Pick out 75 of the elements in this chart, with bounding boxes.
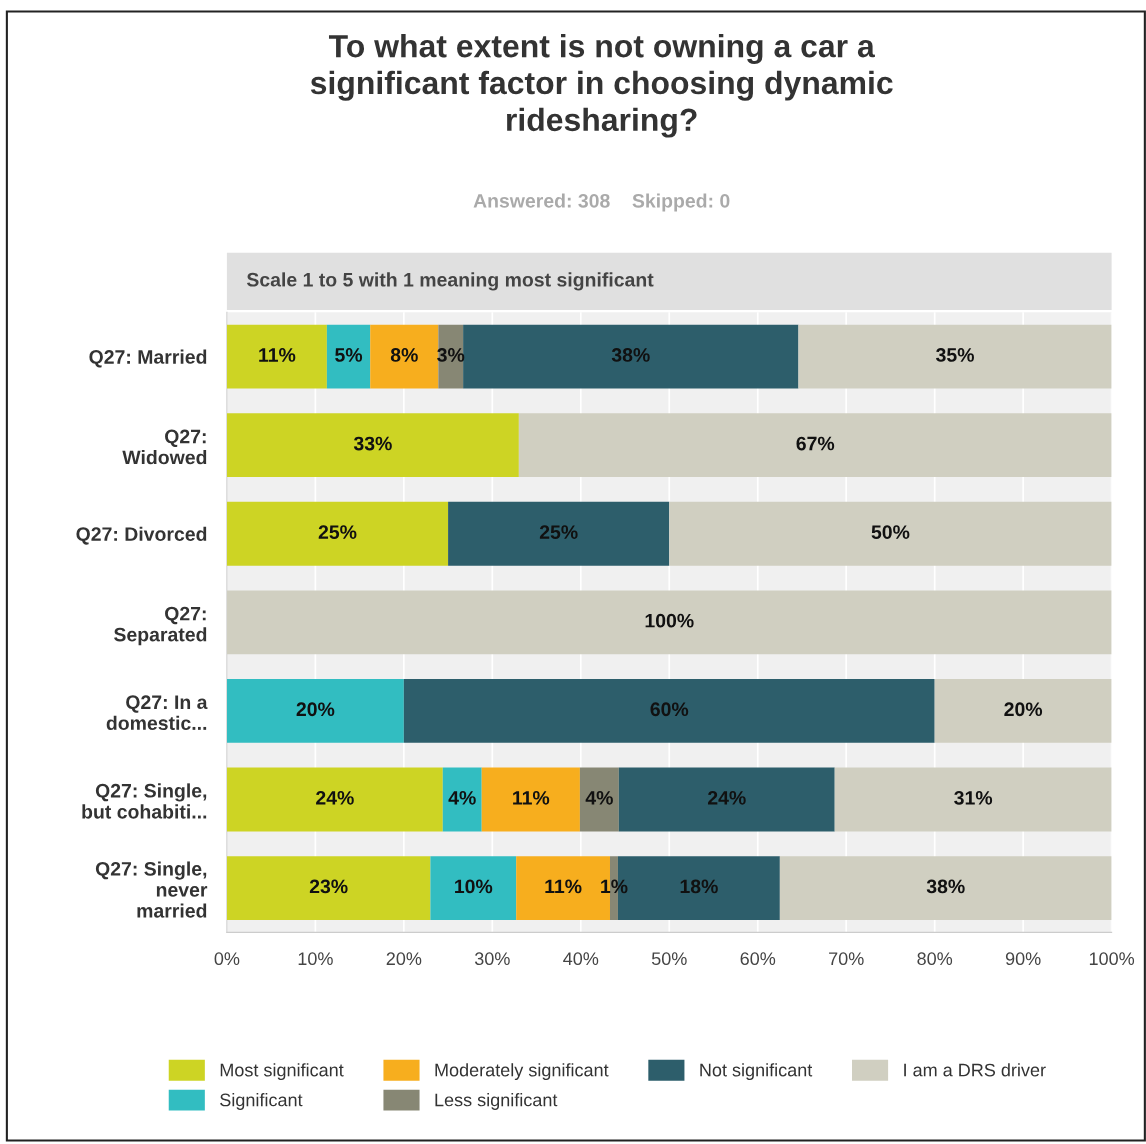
y-tick-label: Q27: Divorced [76, 526, 207, 545]
y-tick-label: Q27: In a domestic... [106, 695, 208, 731]
data-label: 24% [316, 790, 354, 805]
bar [370, 324, 439, 389]
legend-label: Significant [220, 1093, 303, 1110]
data-label: 11% [259, 348, 296, 362]
bar [226, 767, 443, 832]
x-tick-label: 80% [917, 952, 953, 966]
bar [430, 856, 517, 920]
data-label: 23% [309, 879, 348, 894]
chart-subtitle: Answered: 308 Skipped: 0 [473, 193, 730, 212]
data-label: 8% [390, 348, 418, 362]
x-tick-label: 30% [474, 952, 510, 966]
data-label: 5% [335, 348, 363, 362]
data-label: 38% [926, 879, 965, 894]
bar [518, 413, 1112, 478]
bar [403, 679, 935, 743]
data-label: 25% [539, 525, 578, 539]
bar [934, 679, 1112, 743]
x-tick-label: 0% [214, 952, 240, 966]
legend-label: Moderately significant [435, 1063, 609, 1081]
bar [226, 413, 519, 478]
x-tick-label: 10% [298, 952, 333, 966]
bar [669, 501, 1112, 566]
data-label: 67% [796, 436, 835, 451]
x-tick-label: 70% [829, 952, 864, 966]
x-tick-label: 50% [651, 952, 687, 966]
data-label: 10% [455, 879, 493, 894]
y-tick-label: Q27: Single, never married [95, 861, 208, 918]
legend-label: I am a DRS driver [904, 1063, 1046, 1077]
data-label: 33% [353, 436, 392, 451]
bar [618, 767, 835, 832]
data-label: 4% [448, 790, 476, 805]
bar [226, 501, 449, 566]
data-label: 1% [601, 879, 628, 894]
legend-label: Less significant [435, 1093, 558, 1110]
bar [834, 767, 1112, 832]
data-label: 100% [645, 613, 694, 628]
x-tick-label: 90% [1005, 952, 1041, 966]
data-label: 4% [585, 790, 613, 805]
data-label: 35% [936, 348, 974, 362]
y-tick-label: Q27: Married [89, 349, 207, 368]
data-label: 31% [954, 790, 993, 805]
bar [463, 324, 799, 389]
data-label: 20% [296, 702, 335, 717]
bar [579, 767, 619, 832]
bar [442, 767, 482, 832]
bar [326, 324, 371, 389]
data-label: 20% [1004, 702, 1043, 717]
bar [779, 856, 1112, 920]
chart-title: To what extent is not owning a car a significant factor in choosing dynamic ridesharing? [310, 33, 893, 138]
data-label: 18% [680, 879, 718, 894]
y-tick-label: Q27: Single, but cohabiti... [82, 783, 207, 819]
data-label: 50% [871, 525, 910, 539]
x-tick-label: 40% [563, 952, 599, 966]
x-tick-label: 20% [386, 952, 422, 966]
bar [226, 856, 431, 920]
data-label: 60% [650, 702, 689, 717]
bar [226, 679, 404, 743]
y-tick-label: Q27: Separated [114, 606, 207, 646]
data-label: 11% [545, 879, 582, 894]
bar [448, 501, 670, 566]
text: Scale 1 to 5 with 1 meaning most significant [246, 272, 654, 291]
data-label: 11% [513, 790, 550, 805]
bar [226, 324, 327, 389]
x-tick-label: 60% [740, 952, 776, 966]
data-label: 24% [707, 790, 746, 805]
legend-label: Most significant [220, 1063, 344, 1081]
bar [798, 324, 1112, 389]
data-label: 38% [611, 348, 650, 362]
x-tick-label: 100% [1089, 952, 1135, 966]
y-tick-label: Q27: Widowed [122, 429, 207, 465]
data-label: 25% [318, 525, 357, 539]
legend-label: Not significant [700, 1063, 813, 1081]
bar [481, 767, 580, 832]
